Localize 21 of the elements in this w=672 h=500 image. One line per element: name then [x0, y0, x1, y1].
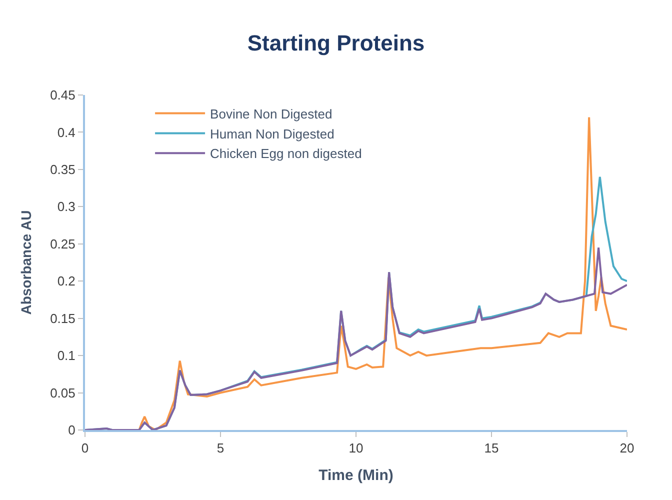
legend-label: Chicken Egg non digested: [210, 146, 362, 162]
y-tick-label: 0.25: [50, 236, 76, 252]
x-axis-title: Time (Min): [318, 467, 394, 484]
chart-title: Starting Proteins: [247, 30, 425, 56]
x-tick-label: 15: [484, 440, 499, 456]
legend-label: Bovine Non Digested: [210, 106, 332, 122]
y-tick-label: 0.4: [57, 124, 76, 140]
y-tick-label: 0.1: [57, 348, 76, 364]
y-tick-label: 0.15: [50, 310, 76, 326]
x-tick-label: 0: [81, 440, 89, 456]
y-tick-label: 0.05: [50, 385, 76, 400]
x-tick-label: 5: [216, 440, 224, 456]
y-tick-label: 0: [68, 422, 76, 438]
y-tick-label: 0.45: [50, 88, 76, 103]
x-tick-label: 10: [348, 440, 364, 456]
y-tick-label: 0.35: [50, 162, 76, 177]
y-tick-label: 0.2: [57, 274, 76, 289]
legend-label: Human Non Digested: [210, 126, 334, 142]
y-axis-title: Absorbance AU: [18, 210, 34, 315]
x-tick-label: 20: [620, 440, 634, 456]
y-tick-label: 0.3: [57, 199, 76, 214]
